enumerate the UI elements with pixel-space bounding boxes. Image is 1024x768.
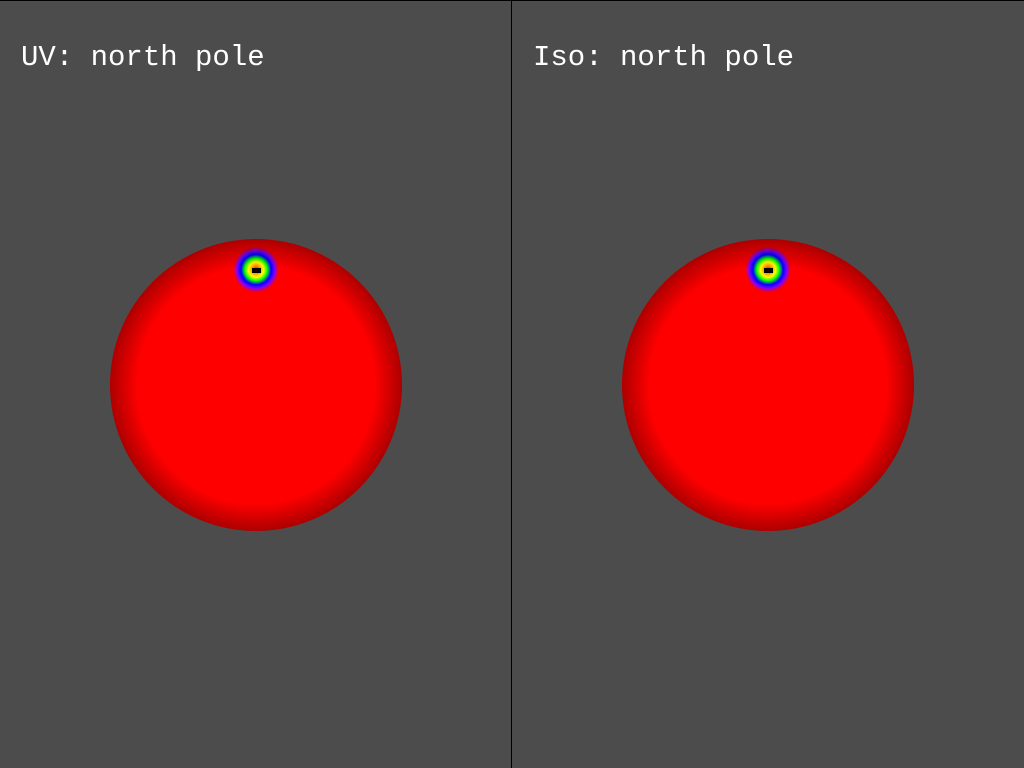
pole-marker <box>764 268 773 273</box>
viewport-divider <box>511 0 512 768</box>
viewport-label-iso: Iso: north pole <box>533 41 795 74</box>
sphere-iso-render <box>622 239 914 531</box>
viewport-label-uv: UV: north pole <box>21 41 265 74</box>
sphere-uv[interactable] <box>108 237 404 533</box>
sphere-uv-render <box>110 239 402 531</box>
viewport-iso[interactable]: Iso: north pole <box>512 0 1024 768</box>
pole-marker <box>252 268 261 273</box>
sphere-iso[interactable] <box>620 237 916 533</box>
viewport-uv[interactable]: UV: north pole <box>0 0 511 768</box>
